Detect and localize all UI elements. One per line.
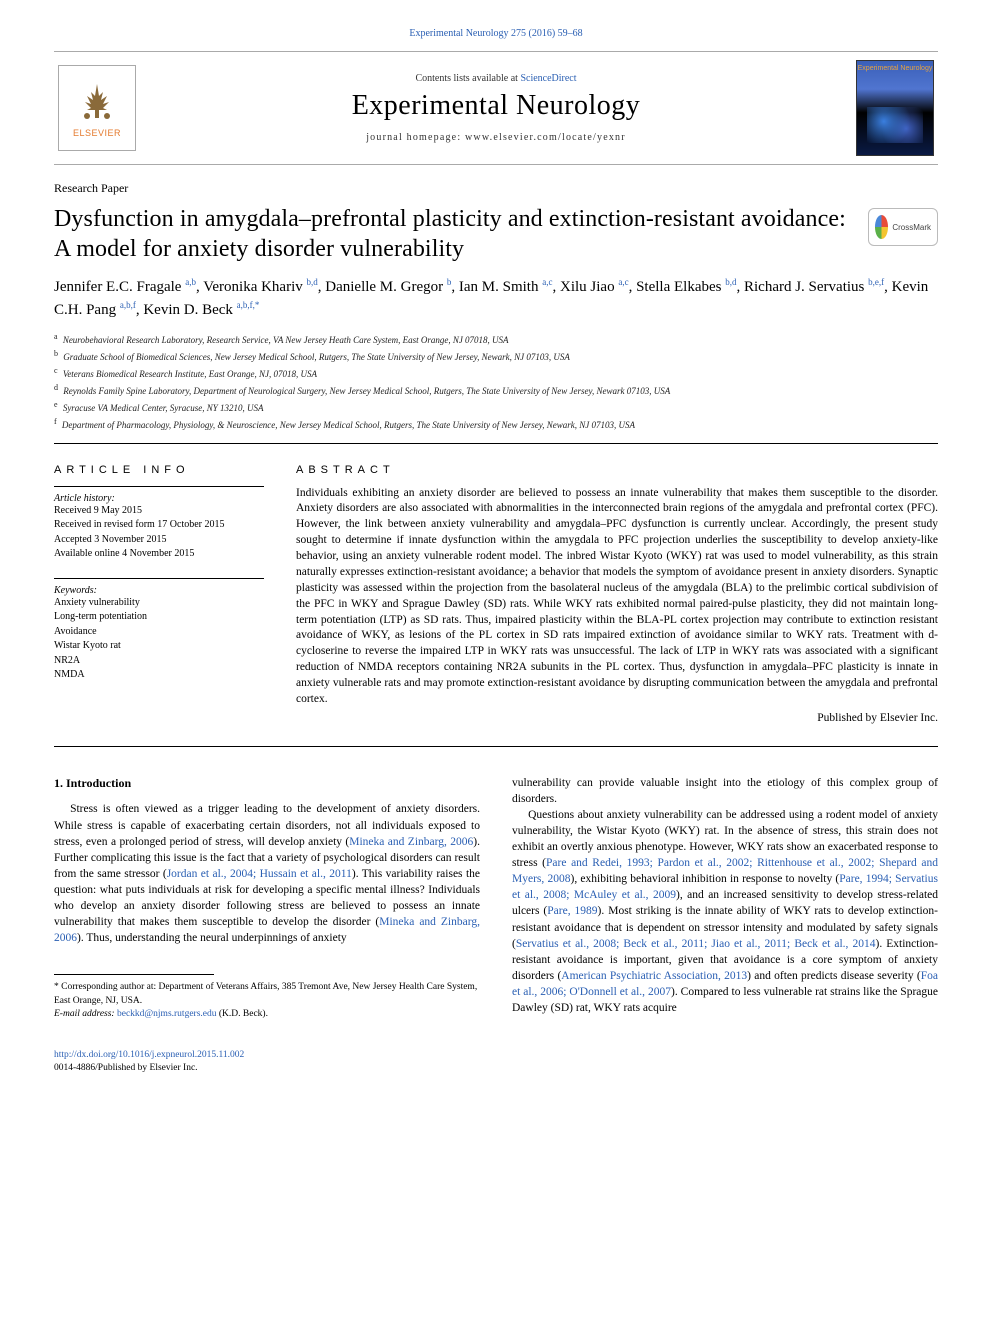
affiliation-ref[interactable]: b,d	[725, 277, 736, 287]
citation-link[interactable]: Mineka and Zinbarg, 2006	[349, 836, 473, 848]
author-list: Jennifer E.C. Fragale a,b, Veronika Khar…	[54, 276, 938, 321]
article-history: Received 9 May 2015Received in revised f…	[54, 504, 264, 562]
affiliation-list: a Neurobehavioral Research Laboratory, R…	[54, 331, 938, 444]
journal-name: Experimental Neurology	[148, 90, 844, 122]
journal-homepage-link[interactable]: www.elsevier.com/locate/yexnr	[465, 132, 626, 143]
intro-paragraph-2: Questions about anxiety vulnerability ca…	[512, 807, 938, 1016]
affiliation-ref[interactable]: a,c	[618, 277, 628, 287]
affiliation-ref[interactable]: b,d	[307, 277, 318, 287]
affiliation-ref[interactable]: b,e,f	[868, 277, 884, 287]
citation-link[interactable]: Jordan et al., 2004; Hussain et al., 201…	[167, 868, 352, 880]
journal-header-band: ELSEVIER Contents lists available at Sci…	[54, 51, 938, 165]
intro-heading: 1. Introduction	[54, 775, 480, 792]
article-info-heading: ARTICLE INFO	[54, 464, 264, 476]
affiliation-ref[interactable]: a,b,f	[120, 300, 136, 310]
elsevier-brand-text: ELSEVIER	[73, 128, 121, 138]
affiliation-ref[interactable]: b	[447, 277, 452, 287]
elsevier-tree-icon	[73, 78, 121, 126]
keywords-label: Keywords:	[54, 585, 264, 596]
journal-homepage-line: journal homepage: www.elsevier.com/locat…	[148, 132, 844, 143]
journal-cover-thumbnail[interactable]: Experimental Neurology	[856, 60, 934, 156]
intro-paragraph-1: Stress is often viewed as a trigger lead…	[54, 801, 480, 946]
cover-label: Experimental Neurology	[857, 65, 933, 72]
footnote-divider	[54, 974, 214, 975]
citation-link[interactable]: Pare, 1989	[547, 905, 597, 917]
elsevier-logo[interactable]: ELSEVIER	[58, 65, 136, 151]
crossmark-label: CrossMark	[892, 223, 931, 232]
crossmark-badge[interactable]: CrossMark	[868, 208, 938, 246]
keywords-list: Anxiety vulnerabilityLong-term potentiat…	[54, 596, 264, 683]
doi-link[interactable]: http://dx.doi.org/10.1016/j.expneurol.20…	[54, 1050, 244, 1060]
doi-footer: http://dx.doi.org/10.1016/j.expneurol.20…	[54, 1049, 480, 1076]
article-type: Research Paper	[54, 181, 938, 196]
crossmark-icon	[875, 215, 888, 239]
abstract-text: Individuals exhibiting an anxiety disord…	[296, 486, 938, 708]
article-history-label: Article history:	[54, 493, 264, 504]
abstract-publisher: Published by Elsevier Inc.	[296, 712, 938, 724]
journal-citation-link[interactable]: Experimental Neurology 275 (2016) 59–68	[409, 28, 582, 39]
journal-citation-header: Experimental Neurology 275 (2016) 59–68	[54, 28, 938, 39]
intro-col2-continuation: vulnerability can provide valuable insig…	[512, 775, 938, 807]
corresponding-email-link[interactable]: beckkd@njms.rutgers.edu	[117, 1009, 217, 1019]
abstract-heading: ABSTRACT	[296, 464, 938, 476]
affiliation-ref[interactable]: a,c	[542, 277, 552, 287]
sciencedirect-link[interactable]: ScienceDirect	[520, 73, 576, 84]
affiliation-ref[interactable]: a,b,f,*	[237, 300, 260, 310]
affiliation-ref[interactable]: a,b	[185, 277, 196, 287]
citation-link[interactable]: Servatius et al., 2008; Beck et al., 201…	[516, 938, 876, 950]
article-title: Dysfunction in amygdala–prefrontal plast…	[54, 204, 848, 264]
corresponding-author-footnote: * Corresponding author at: Department of…	[54, 981, 480, 1021]
contents-available-line: Contents lists available at ScienceDirec…	[148, 73, 844, 84]
citation-link[interactable]: American Psychiatric Association, 2013	[561, 970, 747, 982]
